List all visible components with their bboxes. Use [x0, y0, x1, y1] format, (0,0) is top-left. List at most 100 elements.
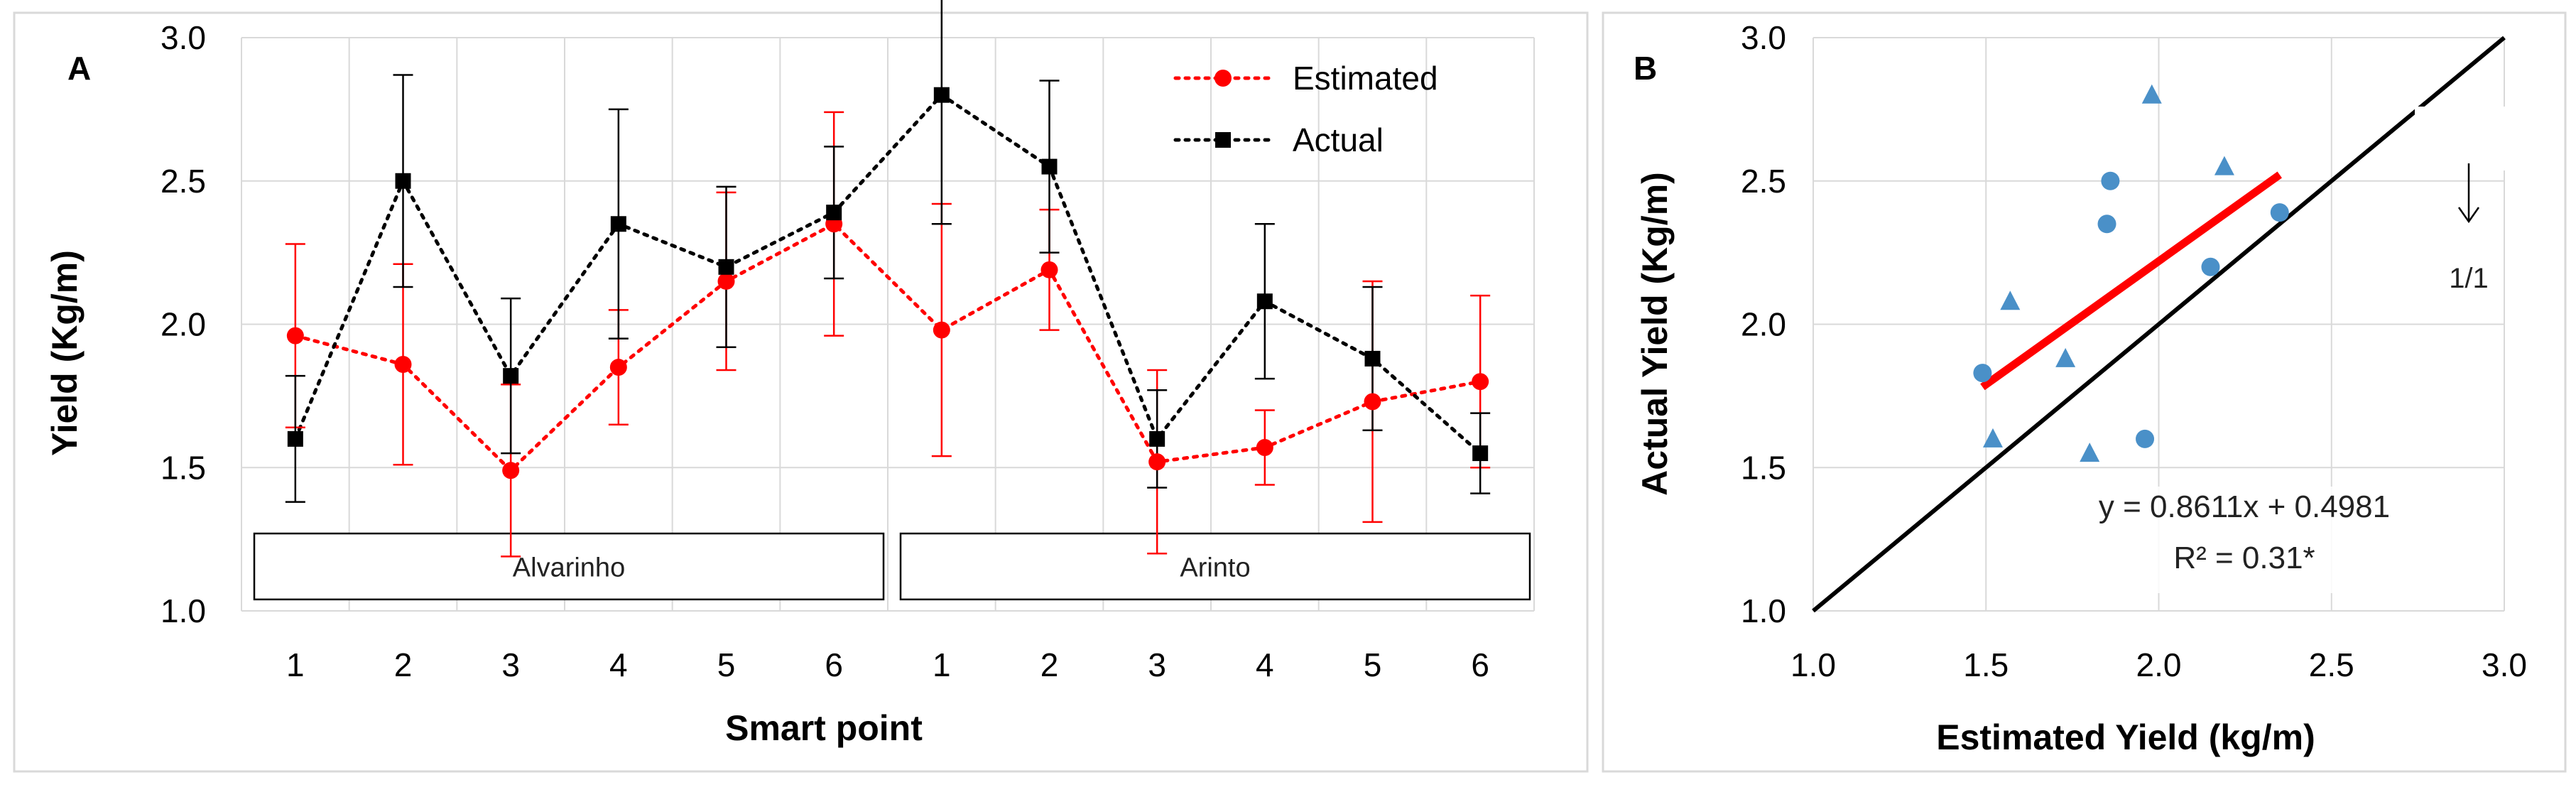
point-estimated — [1148, 453, 1166, 471]
x-tick-label: 2.5 — [2309, 646, 2354, 683]
regression-equation: y = 0.8611x + 0.4981 — [2099, 489, 2390, 524]
panel-b-annotations: 1/1 y = 0.8611x + 0.4981 R² = 0.31* — [2063, 107, 2521, 593]
identity-line — [1812, 36, 2506, 613]
y-tick-label: 3.0 — [1741, 19, 1786, 56]
y-tick-label: 2.5 — [1741, 163, 1786, 200]
legend-marker — [1214, 70, 1232, 87]
x-tick-label: 4 — [609, 646, 628, 683]
point-alvarinho — [2201, 257, 2220, 276]
group-box — [899, 532, 1531, 601]
point-alvarinho — [2270, 203, 2289, 222]
legend-label: Actual — [1293, 121, 1384, 158]
y-tick-label: 1.5 — [161, 449, 206, 486]
panel-a-x-tick-labels: 1 2 3 4 5 6 1 2 3 4 5 6 — [286, 646, 1489, 683]
panel-a-frame — [13, 11, 1589, 773]
x-tick-label: 4 — [1256, 646, 1274, 683]
panel-b-y-tick-labels: 1.0 1.5 2.0 2.5 3.0 — [1741, 19, 1786, 629]
x-tick-label: 1 — [933, 646, 951, 683]
point-actual — [1364, 350, 1381, 367]
panel-a-group-boxes: Alvarinho Arinto — [253, 532, 1531, 601]
point-actual — [1041, 158, 1058, 175]
y-tick-label: 1.0 — [1741, 592, 1786, 629]
series-line-actual — [293, 92, 1482, 455]
panel-b-x-tick-labels: 1.0 1.5 2.0 2.5 3.0 — [1790, 646, 2527, 683]
group-label: Arinto — [1180, 553, 1250, 582]
x-tick-label: 5 — [1364, 646, 1382, 683]
panel-a-y-axis-label: Yield (Kg/m) — [45, 250, 85, 456]
identity-line-label: 1/1 — [2449, 263, 2489, 294]
point-arinto — [2141, 84, 2162, 104]
point-alvarinho — [2136, 429, 2155, 448]
panel-b-lines — [1812, 36, 2506, 613]
point-actual — [610, 216, 626, 232]
x-tick-label: 2.0 — [2136, 646, 2182, 683]
point-estimated — [1040, 261, 1058, 278]
point-arinto — [2000, 291, 2021, 310]
panel-b-frame — [1602, 11, 2567, 773]
group-box — [253, 532, 885, 601]
point-estimated — [1472, 373, 1489, 391]
point-estimated — [1256, 439, 1273, 457]
point-arinto — [2080, 443, 2100, 462]
panel-a-x-axis-label: Smart point — [725, 708, 923, 748]
equation-backdrop — [2063, 487, 2433, 593]
x-tick-label: 5 — [717, 646, 736, 683]
point-arinto — [2055, 347, 2076, 367]
panel-a-series — [285, 0, 1491, 558]
panel-a-legend: Estimated Actual — [1173, 60, 1438, 158]
x-tick-label: 6 — [825, 646, 843, 683]
point-estimated — [1364, 393, 1381, 411]
panel-b: B 1.0 1.5 2.0 2.5 3.0 1.0 1.5 2.0 2.5 3.0 1/1 y =… — [1602, 11, 2567, 773]
y-tick-label: 1.0 — [161, 592, 206, 629]
x-tick-label: 2 — [1040, 646, 1059, 683]
point-actual — [395, 173, 411, 189]
point-actual — [1149, 430, 1165, 447]
panel-a-letter: A — [67, 50, 91, 87]
point-actual — [1472, 445, 1489, 462]
point-estimated — [394, 355, 412, 373]
panel-b-letter: B — [1634, 50, 1657, 87]
point-actual — [718, 259, 734, 275]
legend-marker — [1215, 132, 1231, 148]
point-estimated — [609, 359, 627, 376]
point-estimated — [933, 321, 950, 339]
panel-b-points — [1973, 84, 2289, 462]
panel-a: A 1.0 1.5 2.0 2.5 3.0 1 2 3 4 5 6 1 2 3 4 5 6 Alvarinho… — [13, 0, 1589, 773]
x-tick-label: 3 — [501, 646, 520, 683]
panel-b-x-axis-label: Estimated Yield (kg/m) — [1936, 717, 2315, 757]
point-alvarinho — [1973, 364, 1992, 383]
point-alvarinho — [2097, 215, 2116, 234]
r-squared: R² = 0.31* — [2173, 541, 2315, 575]
regression-line — [1980, 171, 2282, 391]
point-actual — [1256, 293, 1273, 310]
point-estimated — [286, 327, 304, 345]
x-tick-label: 6 — [1471, 646, 1489, 683]
panel-a-y-tick-labels: 1.0 1.5 2.0 2.5 3.0 — [161, 19, 206, 629]
panel-b-y-axis-label: Actual Yield (Kg/m) — [1635, 172, 1675, 496]
x-tick-label: 3 — [1148, 646, 1166, 683]
point-arinto — [1982, 428, 2003, 448]
x-tick-label: 3.0 — [2482, 646, 2527, 683]
series-line-estimated — [293, 222, 1482, 473]
legend-label: Estimated — [1293, 60, 1438, 97]
point-actual — [503, 368, 519, 384]
y-tick-label: 2.5 — [161, 163, 206, 200]
x-tick-label: 1.0 — [1790, 646, 1836, 683]
y-tick-label: 1.5 — [1741, 449, 1786, 486]
y-tick-label: 2.0 — [161, 306, 206, 343]
arrow-head — [2457, 207, 2480, 224]
y-tick-label: 3.0 — [161, 19, 206, 56]
point-arinto — [2214, 156, 2234, 175]
x-tick-label: 2 — [394, 646, 413, 683]
y-tick-label: 2.0 — [1741, 306, 1786, 343]
x-tick-label: 1 — [286, 646, 305, 683]
point-actual — [933, 87, 950, 103]
group-label: Alvarinho — [513, 553, 625, 582]
point-estimated — [502, 462, 520, 479]
point-alvarinho — [2101, 171, 2120, 190]
x-tick-label: 1.5 — [1963, 646, 2009, 683]
point-actual — [287, 430, 303, 447]
point-estimated — [717, 272, 735, 290]
point-actual — [826, 205, 842, 221]
